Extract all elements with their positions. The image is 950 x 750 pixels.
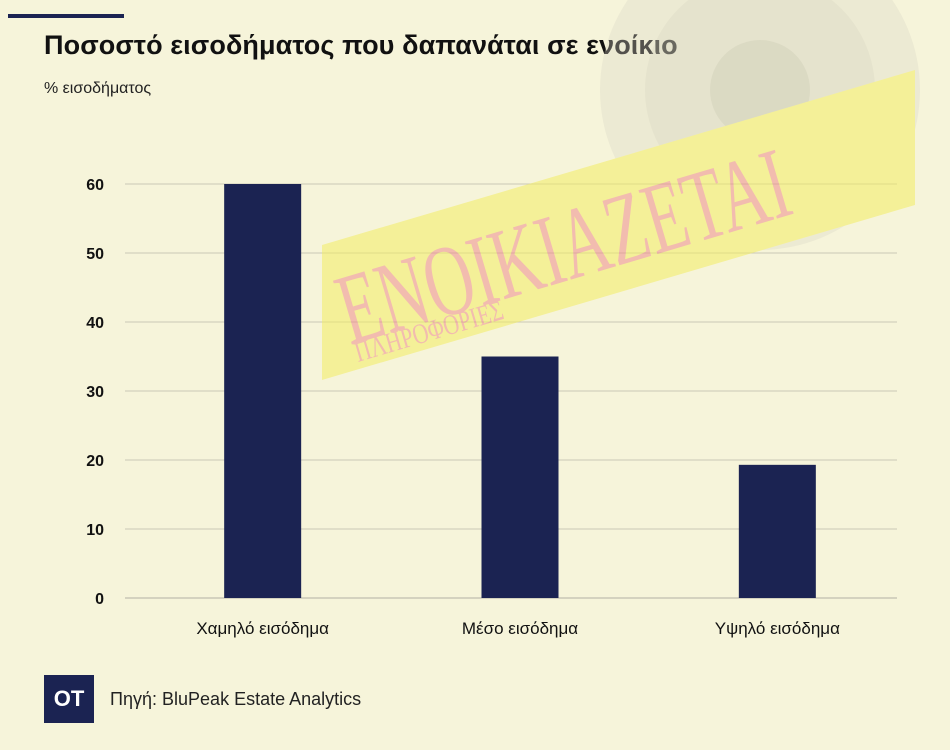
x-category-label: Χαμηλό εισόδημα [196,619,329,638]
bar-3 [738,464,816,598]
bar-1 [224,184,302,598]
top-accent-rule [8,14,124,18]
source-note: Πηγή: BluPeak Estate Analytics [110,689,362,709]
y-tick-label: 40 [86,315,104,332]
x-category-label: Υψηλό εισόδημα [715,619,840,638]
chart-title: Ποσοστό εισοδήματος που δαπανάται σε ενο… [44,30,678,60]
brand-logo: OT [44,675,94,723]
y-tick-label: 60 [86,177,104,194]
y-tick-label: 20 [86,453,104,470]
chart-subtitle: % εισοδήματος [44,80,152,97]
bars [224,184,816,598]
y-tick-label: 0 [95,591,104,608]
y-tick-label: 30 [86,384,104,401]
sign-board [322,70,915,380]
y-tick-label: 10 [86,522,104,539]
y-tick-label: 50 [86,246,104,263]
y-axis-ticks: 0 10 20 30 40 50 60 [86,177,104,608]
bar-2 [481,356,559,598]
x-axis-categories: Χαμηλό εισόδημα Μέσο εισόδημα Υψηλό εισόδη… [196,619,840,638]
x-category-label: Μέσο εισόδημα [462,619,578,638]
for-rent-sign-watermark: ΕΝΟΙΚΙΑΖΕΤΑΙ ΠΛΗΡΟΦΟΡΙΕΣ [322,0,920,380]
